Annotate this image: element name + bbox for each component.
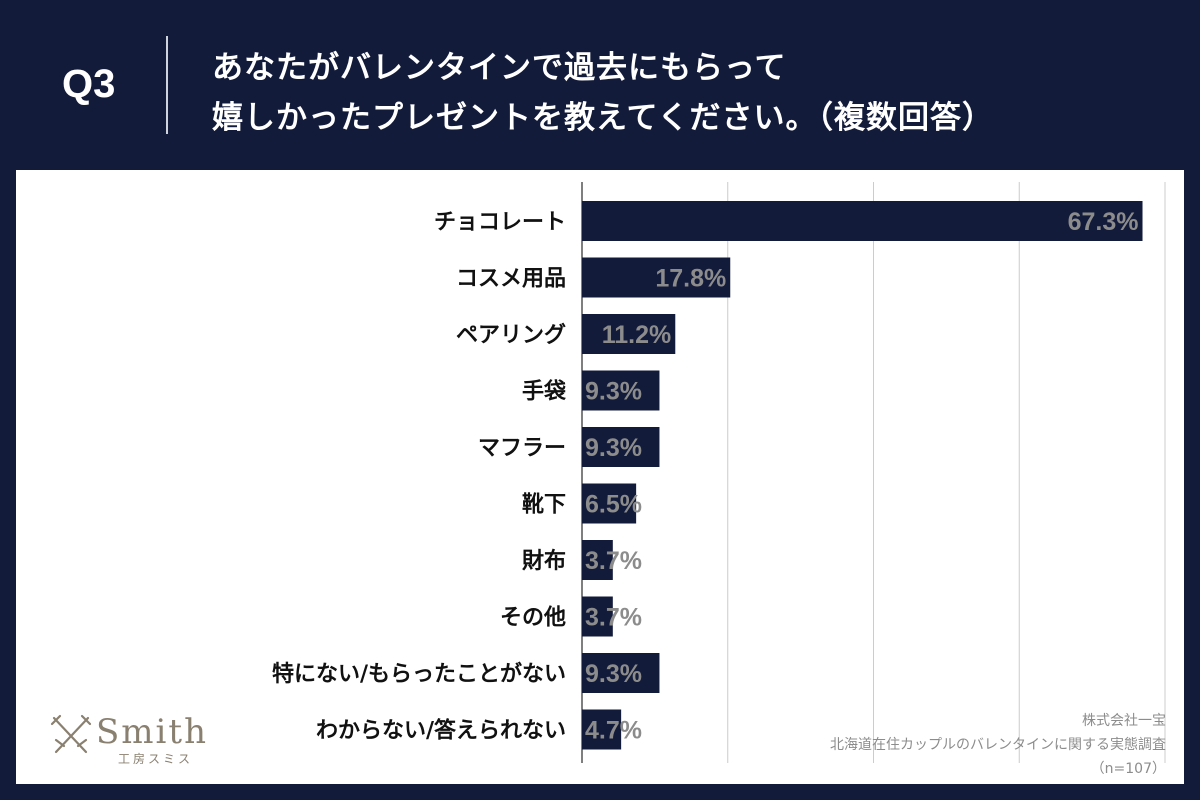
- header: Q3 あなたがバレンタインで過去にもらって 嬉しかったプレゼントを教えてください…: [0, 0, 1200, 170]
- value-label: 67.3%: [1068, 208, 1139, 236]
- source-sample-size: （n=107）: [1090, 761, 1166, 777]
- value-label: 9.3%: [585, 378, 642, 406]
- category-label: マフラー: [478, 436, 566, 461]
- bar: [582, 483, 637, 524]
- bar: [582, 314, 676, 354]
- chart-panel: チョコレート 67.3% コスメ用品 17.8% ペアリング 11.2% 手袋 9.3% マフラ…: [16, 170, 1184, 784]
- bar: [582, 540, 613, 580]
- category-label: チョコレート: [434, 210, 566, 235]
- crossed-swords-icon: [50, 714, 92, 754]
- header-divider: [166, 36, 168, 134]
- bar-chart: チョコレート 67.3% コスメ用品 17.8% ペアリング 11.2% 手袋 9.3% マフラ…: [272, 182, 1166, 763]
- category-label: 手袋: [522, 379, 567, 405]
- question-number: Q3: [62, 62, 116, 106]
- value-label: 17.8%: [655, 265, 726, 293]
- value-label: 3.7%: [585, 547, 642, 575]
- category-label: 特にない/もらったことがない: [272, 661, 566, 687]
- category-label: わからない/答えられない: [316, 718, 566, 744]
- bar: [582, 596, 613, 637]
- question-text-line2: 嬉しかったプレゼントを教えてください。（複数回答）: [212, 100, 995, 136]
- source-company: 株式会社一宝: [1082, 713, 1166, 729]
- bar: [582, 370, 660, 411]
- source-survey: 北海道在住カップルのバレンタインに関する実態調査: [830, 737, 1166, 753]
- brand-name: Smith: [96, 712, 208, 752]
- category-label: 財布: [522, 548, 566, 574]
- question-text-line1: あなたがバレンタインで過去にもらって: [212, 50, 787, 86]
- brand-subtitle: 工房スミス: [118, 752, 194, 766]
- bar: [582, 653, 660, 693]
- category-label: コスメ用品: [456, 267, 566, 292]
- value-label: 6.5%: [585, 491, 642, 519]
- value-label: 9.3%: [585, 660, 642, 688]
- value-label: 11.2%: [602, 321, 672, 349]
- bar: [582, 257, 731, 298]
- category-label: ペアリング: [456, 322, 566, 348]
- value-label: 4.7%: [585, 717, 642, 745]
- value-label: 3.7%: [585, 604, 642, 632]
- bar: [582, 709, 622, 750]
- category-label: 靴下: [522, 493, 566, 518]
- bar: [582, 201, 1143, 241]
- category-label: その他: [500, 606, 566, 631]
- bar: [582, 427, 660, 467]
- value-label: 9.3%: [585, 434, 642, 462]
